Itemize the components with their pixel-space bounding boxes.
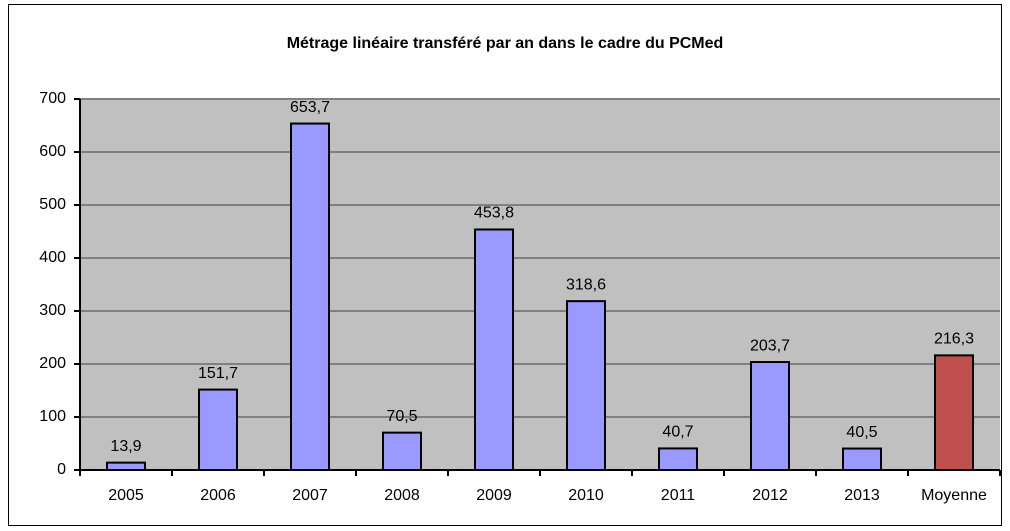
x-tick-label: 2010 [568, 487, 604, 504]
x-tick-label: 2007 [292, 487, 328, 504]
y-tick-label: 600 [39, 143, 66, 160]
bar [658, 447, 698, 471]
y-tick-label: 700 [39, 90, 66, 107]
y-tick-label: 100 [39, 408, 66, 425]
value-label: 653,7 [290, 99, 330, 116]
bar [290, 122, 330, 471]
value-label: 40,5 [846, 424, 877, 441]
value-label: 13,9 [110, 438, 141, 455]
x-tick-label: 2009 [476, 487, 512, 504]
x-tick-label: 2012 [752, 487, 788, 504]
x-tick-label: 2006 [200, 487, 236, 504]
chart-title: Métrage linéaire transféré par an dans l… [287, 35, 724, 52]
y-tick-label: 400 [39, 249, 66, 266]
y-tick-label: 300 [39, 302, 66, 319]
value-label: 151,7 [198, 365, 238, 382]
value-label: 318,6 [566, 276, 606, 293]
value-label: 453,8 [474, 205, 514, 222]
y-tick-label: 500 [39, 196, 66, 213]
x-tick-label: 2011 [661, 487, 696, 504]
value-label: 40,7 [662, 424, 693, 441]
x-tick-label: Moyenne [921, 487, 987, 504]
value-label: 70,5 [386, 408, 417, 425]
bar [842, 447, 882, 472]
y-tick-label: 200 [39, 355, 66, 372]
y-tick-label: 0 [57, 461, 66, 478]
bar [382, 431, 422, 472]
bar [934, 354, 974, 471]
value-label: 216,3 [934, 331, 974, 348]
bar [474, 228, 514, 471]
bar [750, 361, 790, 471]
x-tick-label: 2005 [108, 487, 144, 504]
bar [198, 388, 238, 471]
x-tick-label: 2013 [844, 487, 880, 504]
value-label: 203,7 [750, 337, 790, 354]
x-tick-label: 2008 [384, 487, 420, 504]
bar [566, 300, 606, 471]
bar [106, 461, 146, 471]
